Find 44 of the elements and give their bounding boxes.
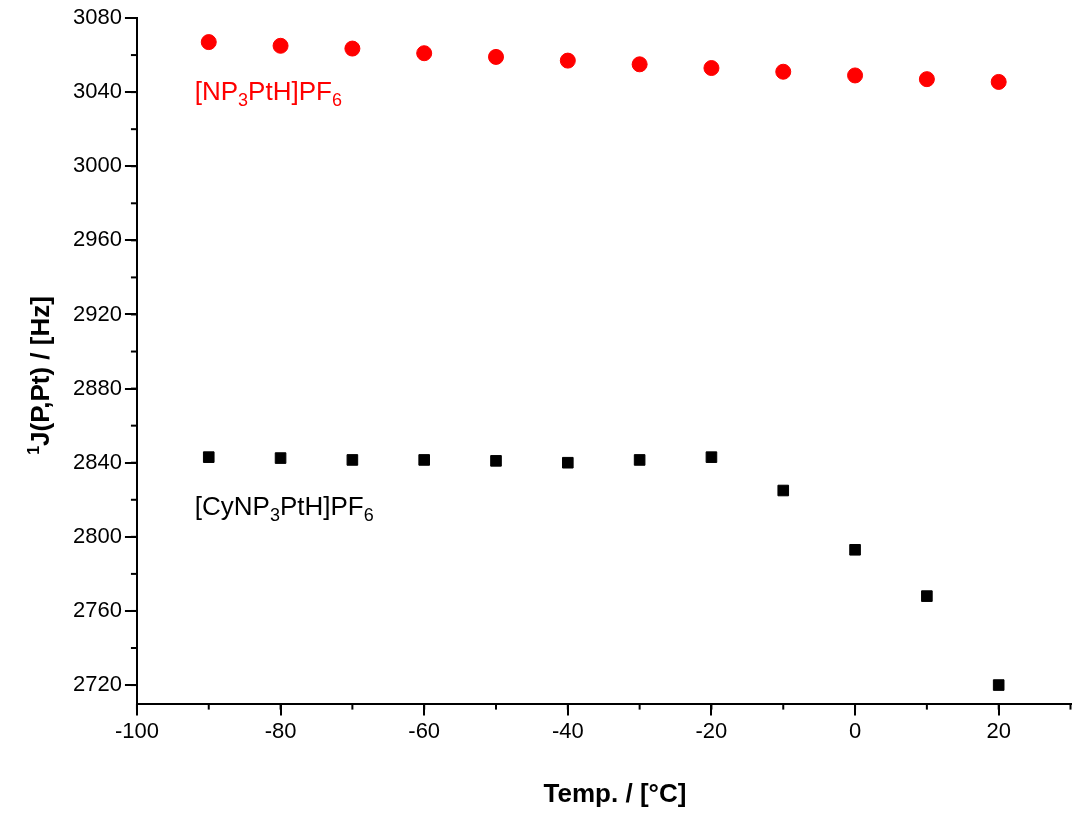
y-tick-label: 3080 — [72, 4, 122, 30]
point — [490, 455, 502, 467]
x-tick-label: -100 — [114, 717, 159, 743]
point — [921, 590, 933, 602]
point — [990, 73, 1007, 90]
x-tick-label: 0 — [848, 717, 862, 743]
y-tick-label: 3040 — [72, 78, 122, 104]
point — [918, 71, 935, 88]
x-tick-label: 20 — [986, 717, 1011, 743]
point — [633, 454, 646, 466]
point — [775, 63, 792, 80]
point — [344, 40, 361, 57]
point — [272, 37, 289, 54]
point — [562, 456, 574, 469]
y-tick-label: 2960 — [72, 226, 122, 252]
x-tick-label: -80 — [264, 717, 297, 743]
y-tick-label: 2720 — [72, 671, 122, 697]
series-label: [NP$_{3}$PtH]PF$_{6}$ — [194, 76, 342, 112]
point — [777, 484, 790, 497]
point — [416, 45, 433, 62]
y-tick-label: 2800 — [72, 522, 122, 548]
point — [992, 679, 1005, 691]
series-label: [CyNP$_{3}$PtH]PF$_{6}$ — [194, 491, 374, 527]
x-axis-title: Temp. / [°C] — [542, 778, 688, 809]
x-tick-label: -20 — [695, 717, 728, 743]
point — [631, 56, 648, 73]
point — [418, 454, 430, 466]
y-tick-label: 2880 — [72, 374, 122, 400]
point — [274, 452, 287, 464]
point — [849, 544, 861, 556]
point — [202, 451, 215, 463]
point — [488, 48, 504, 65]
point — [200, 34, 217, 51]
x-tick-label: -40 — [551, 717, 584, 743]
y-tick-label: 2920 — [72, 300, 122, 326]
point — [559, 52, 576, 69]
y-tick-label: 3000 — [72, 152, 122, 178]
y-tick-label: 2840 — [72, 448, 122, 474]
point — [346, 454, 359, 466]
point — [705, 451, 718, 463]
y-tick-label: 2760 — [72, 597, 122, 623]
x-tick-label: -60 — [408, 717, 441, 743]
point — [703, 60, 720, 77]
point — [847, 67, 864, 84]
